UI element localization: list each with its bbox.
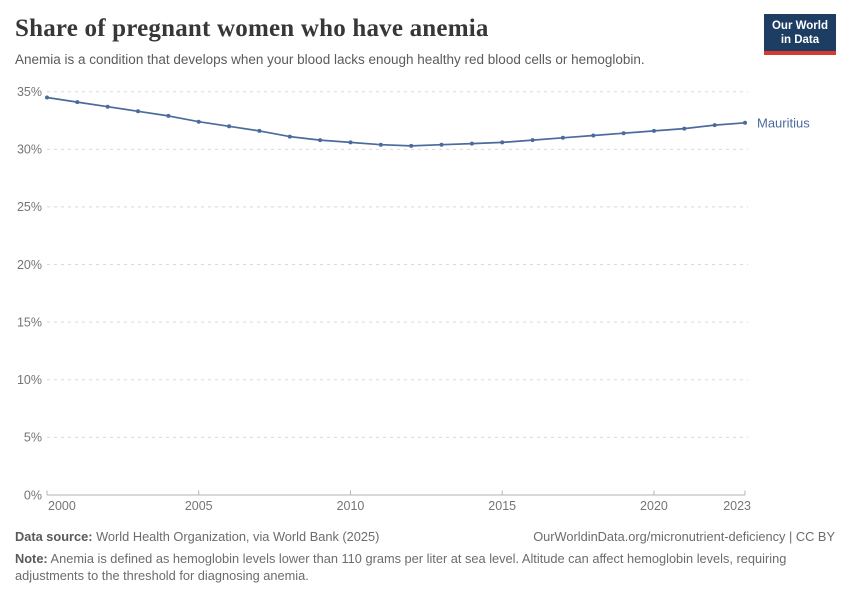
y-tick-label: 35% [17, 85, 42, 99]
data-point [257, 128, 262, 133]
data-point [409, 143, 414, 148]
page-title: Share of pregnant women who have anemia [15, 15, 489, 42]
owid-logo-line2: in Data [780, 34, 820, 46]
y-tick-label: 20% [17, 258, 42, 272]
y-tick-label: 5% [24, 431, 42, 445]
data-point [287, 134, 292, 139]
data-point [75, 100, 80, 105]
y-tick-label: 15% [17, 315, 42, 329]
owid-logo[interactable]: Our World in Data [763, 14, 836, 55]
chart-area: 0% 5% 10% 15% 20% 25% 30% 35% 2000 2005 2010 2015 20… [0, 75, 850, 520]
y-tick-label: 25% [17, 200, 42, 214]
x-tick-label: 2020 [640, 499, 668, 513]
x-tick-label: 2005 [185, 499, 213, 513]
data-point [652, 128, 656, 133]
data-point [378, 142, 383, 147]
data-point [560, 135, 565, 140]
x-tick-label: 2015 [488, 499, 516, 513]
trend-line [46, 96, 746, 147]
data-point [318, 138, 323, 143]
data-point [166, 113, 171, 118]
y-tick-label: 10% [17, 373, 42, 387]
chart-subtitle: Anemia is a condition that develops when… [15, 52, 645, 67]
data-point [743, 120, 747, 125]
owid-url-link[interactable]: OurWorldinData.org/micronutrient-deficie… [533, 529, 835, 544]
data-point [500, 140, 505, 145]
owid-logo-line1: Our World [771, 20, 828, 32]
data-point [196, 119, 201, 124]
data-point [682, 126, 687, 131]
x-tick-label: 2010 [337, 499, 365, 513]
data-point [45, 95, 49, 100]
footer-source-row: Data source: World Health Organization, … [15, 529, 835, 544]
data-point [439, 142, 444, 147]
data-point [591, 133, 596, 138]
data-point [530, 138, 535, 143]
data-source-text: Data source: World Health Organization, … [15, 529, 379, 544]
data-point [712, 123, 717, 128]
data-source-value: World Health Organization, via World Ban… [92, 529, 380, 544]
footer-note: Note: Anemia is defined as hemoglobin le… [15, 550, 820, 585]
data-source-label: Data source: [15, 529, 93, 544]
y-tick-label: 0% [24, 488, 42, 502]
x-tick-label: 2000 [48, 499, 76, 513]
data-point [621, 131, 626, 136]
y-tick-label: 30% [17, 143, 42, 157]
data-point [469, 141, 474, 146]
note-label: Note: [15, 551, 48, 566]
data-point [227, 124, 232, 129]
note-text: Anemia is defined as hemoglobin levels l… [15, 551, 787, 584]
series-end-label: Mauritius [757, 115, 810, 130]
data-point [348, 140, 353, 145]
chart-footer: Data source: World Health Organization, … [15, 529, 835, 585]
data-point [105, 104, 110, 109]
data-point [136, 109, 140, 114]
x-tick-label: 2023 [723, 499, 751, 513]
line-chart-svg: 0% 5% 10% 15% 20% 25% 30% 35% 2000 2005 2010 2015 20… [17, 85, 810, 513]
